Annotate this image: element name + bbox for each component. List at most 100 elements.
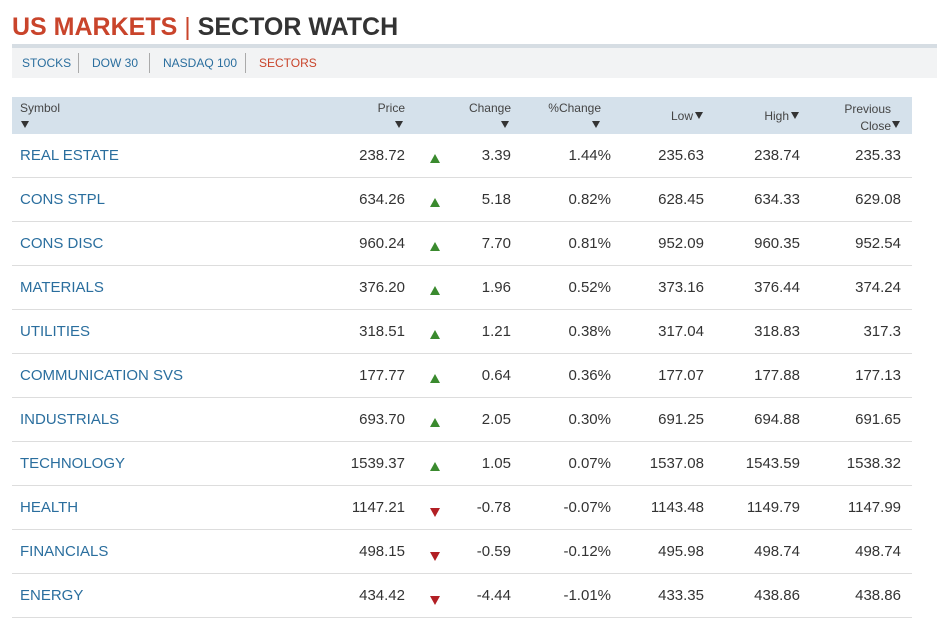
table-row xyxy=(12,530,912,574)
cell-value: 177.88 xyxy=(754,367,800,384)
cell-value: 376.44 xyxy=(754,279,800,296)
cell-value: 629.08 xyxy=(855,191,901,208)
tab-separator xyxy=(245,53,246,73)
cell-value: 498.74 xyxy=(855,543,901,560)
down-arrow xyxy=(430,552,440,561)
cell-value: 376.20 xyxy=(359,279,405,296)
tab[interactable]: NASDAQ 100 xyxy=(163,56,238,70)
up-arrow xyxy=(430,286,440,295)
cell-value: 495.98 xyxy=(658,543,704,560)
up-arrow xyxy=(430,462,440,471)
table-row xyxy=(12,134,912,178)
down-arrow xyxy=(430,508,440,517)
column-header[interactable]: Symbol xyxy=(20,101,61,115)
cell-value: 691.65 xyxy=(855,411,901,428)
tab[interactable]: SECTORS xyxy=(259,56,317,70)
cell-value: 177.77 xyxy=(359,367,405,384)
cell-value: 235.33 xyxy=(855,147,901,164)
title-rule xyxy=(12,44,937,48)
up-arrow xyxy=(430,418,440,427)
cell-value: 1147.99 xyxy=(847,499,901,516)
symbol-link[interactable]: UTILITIES xyxy=(20,323,91,340)
cell-value: 628.45 xyxy=(658,191,704,208)
cell-value: 0.38% xyxy=(568,323,611,340)
cell-value: 0.52% xyxy=(568,279,611,296)
column-header[interactable]: High xyxy=(764,109,789,123)
title: US MARKETS | SECTOR WATCH xyxy=(12,13,398,42)
table-row xyxy=(12,266,912,310)
up-arrow xyxy=(430,154,440,163)
cell-value: 498.15 xyxy=(359,543,405,560)
symbol-link[interactable]: TECHNOLOGY xyxy=(20,455,126,472)
cell-value: 1543.59 xyxy=(745,455,800,472)
table-row xyxy=(12,398,912,442)
symbol-link[interactable]: INDUSTRIALS xyxy=(20,411,120,428)
cell-value: 1.05 xyxy=(481,455,511,472)
sort-icon[interactable] xyxy=(695,112,703,119)
table-row xyxy=(12,178,912,222)
cell-value: 0.07% xyxy=(568,455,611,472)
sort-icon[interactable] xyxy=(501,121,509,128)
symbol-link[interactable]: COMMUNICATION SVS xyxy=(20,367,184,384)
cell-value: 1149.79 xyxy=(746,499,800,516)
cell-value: -4.44 xyxy=(476,587,511,604)
table-row xyxy=(12,574,912,618)
cell-value: 235.63 xyxy=(658,147,704,164)
cell-value: 1143.48 xyxy=(650,499,704,516)
table-row xyxy=(12,442,912,486)
column-header[interactable]: Price xyxy=(377,101,405,115)
up-arrow xyxy=(430,330,440,339)
cell-value: 177.07 xyxy=(658,367,704,384)
cell-value: 434.42 xyxy=(359,587,405,604)
sort-icon[interactable] xyxy=(21,121,29,128)
symbol-link[interactable]: FINANCIALS xyxy=(20,543,109,560)
title-separator: | xyxy=(184,13,191,41)
cell-value: 1.96 xyxy=(481,279,511,296)
cell-value: 318.83 xyxy=(754,323,800,340)
column-header[interactable]: Previous Close xyxy=(844,102,891,133)
title-markets: US MARKETS xyxy=(12,13,178,41)
sort-icon[interactable] xyxy=(395,121,403,128)
cell-value: 438.86 xyxy=(855,587,901,604)
table-row xyxy=(12,222,912,266)
cell-value: -0.07% xyxy=(563,499,611,516)
table-row xyxy=(12,354,912,398)
cell-value: 691.25 xyxy=(658,411,704,428)
symbol-link[interactable]: HEALTH xyxy=(20,499,79,516)
cell-value: 1538.32 xyxy=(846,455,901,472)
column-header[interactable]: Change xyxy=(468,101,511,115)
symbol-link[interactable]: MATERIALS xyxy=(20,279,104,296)
cell-value: 177.13 xyxy=(855,367,901,384)
tab-separator xyxy=(78,53,79,73)
cell-value: 0.81% xyxy=(568,235,611,252)
cell-value: 3.39 xyxy=(481,147,511,164)
cell-value: 438.86 xyxy=(754,587,800,604)
cell-value: 960.24 xyxy=(359,235,405,252)
cell-value: 0.36% xyxy=(568,367,611,384)
cell-value: 1537.08 xyxy=(649,455,704,472)
tab-bar xyxy=(12,48,937,78)
cell-value: 317.3 xyxy=(863,323,901,340)
cell-value: 318.51 xyxy=(359,323,405,340)
cell-value: 634.33 xyxy=(754,191,800,208)
cell-value: -0.78 xyxy=(476,499,511,516)
title-sector: SECTOR WATCH xyxy=(197,13,399,41)
sort-icon[interactable] xyxy=(892,121,900,128)
sort-icon[interactable] xyxy=(791,112,799,119)
symbol-link[interactable]: CONS DISC xyxy=(20,235,104,252)
symbol-link[interactable]: REAL ESTATE xyxy=(20,147,119,164)
column-header[interactable]: %Change xyxy=(548,101,601,115)
cell-value: 952.09 xyxy=(658,235,704,252)
symbol-link[interactable]: ENERGY xyxy=(20,587,84,604)
tab[interactable]: STOCKS xyxy=(22,56,72,70)
table-row xyxy=(12,486,912,530)
sort-icon[interactable] xyxy=(592,121,600,128)
cell-value: 0.30% xyxy=(568,411,611,428)
symbol-link[interactable]: CONS STPL xyxy=(20,191,106,208)
tab[interactable]: DOW 30 xyxy=(92,56,139,70)
cell-value: 952.54 xyxy=(855,235,901,252)
cell-value: 0.64 xyxy=(481,367,511,384)
cell-value: 5.18 xyxy=(481,191,511,208)
column-header[interactable]: Low xyxy=(670,109,693,123)
